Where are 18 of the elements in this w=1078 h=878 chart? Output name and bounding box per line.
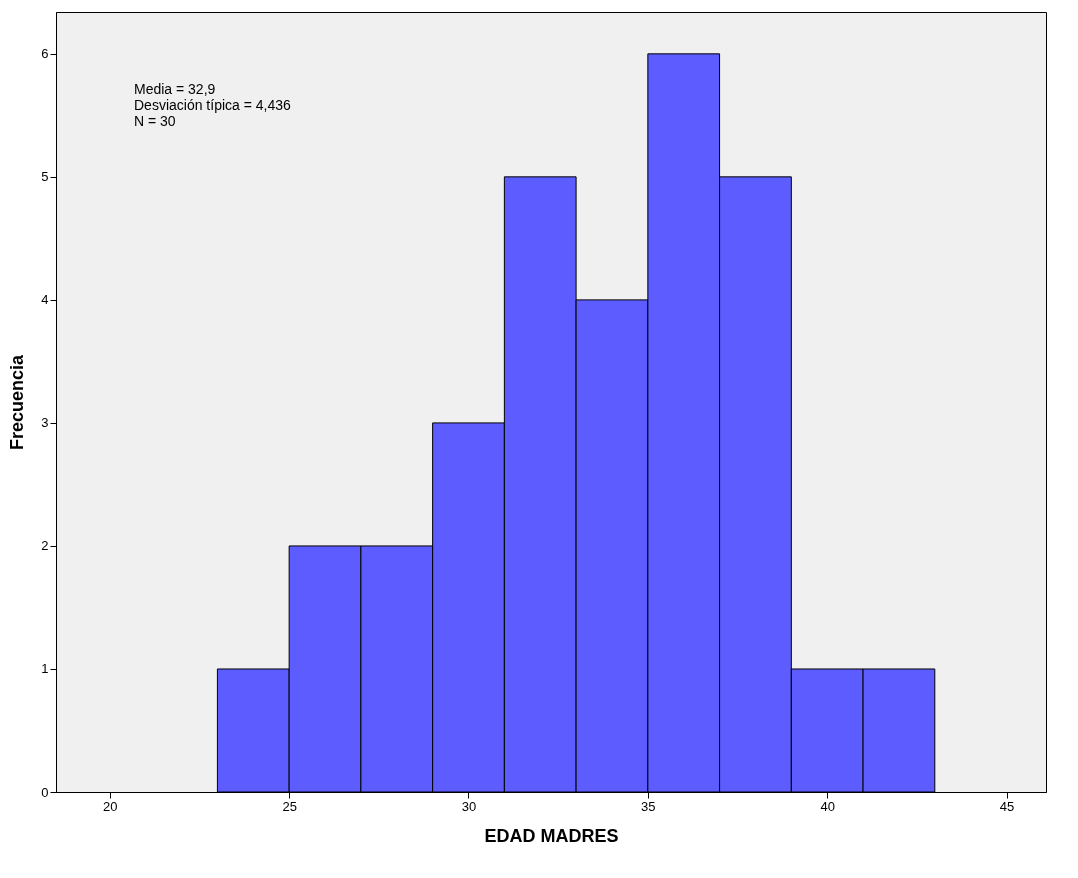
x-tick-label: 30 — [461, 798, 477, 814]
x-tick-label: 35 — [641, 798, 656, 814]
y-tick-label: 4 — [41, 292, 49, 308]
annotation: Desviación típica = 4,436 — [134, 97, 292, 113]
y-tick-label: 1 — [41, 661, 49, 677]
y-tick-label: 6 — [41, 46, 49, 62]
x-tick-label: 40 — [820, 798, 835, 814]
y-tick-label: 2 — [41, 538, 49, 554]
x-tick-label: 20 — [103, 798, 118, 814]
y-tick-label: 3 — [41, 415, 49, 431]
x-tick-label: 25 — [282, 798, 297, 814]
y-tick-label: 5 — [41, 169, 49, 185]
y-axis-title: Frecuencia — [7, 353, 28, 451]
x-tick-label: 45 — [999, 798, 1015, 814]
annotation: N = 30 — [134, 113, 176, 129]
annotation: Media = 32,9 — [134, 81, 216, 97]
y-tick-label: 0 — [41, 784, 49, 800]
x-axis-title: EDAD MADRES — [484, 825, 619, 846]
